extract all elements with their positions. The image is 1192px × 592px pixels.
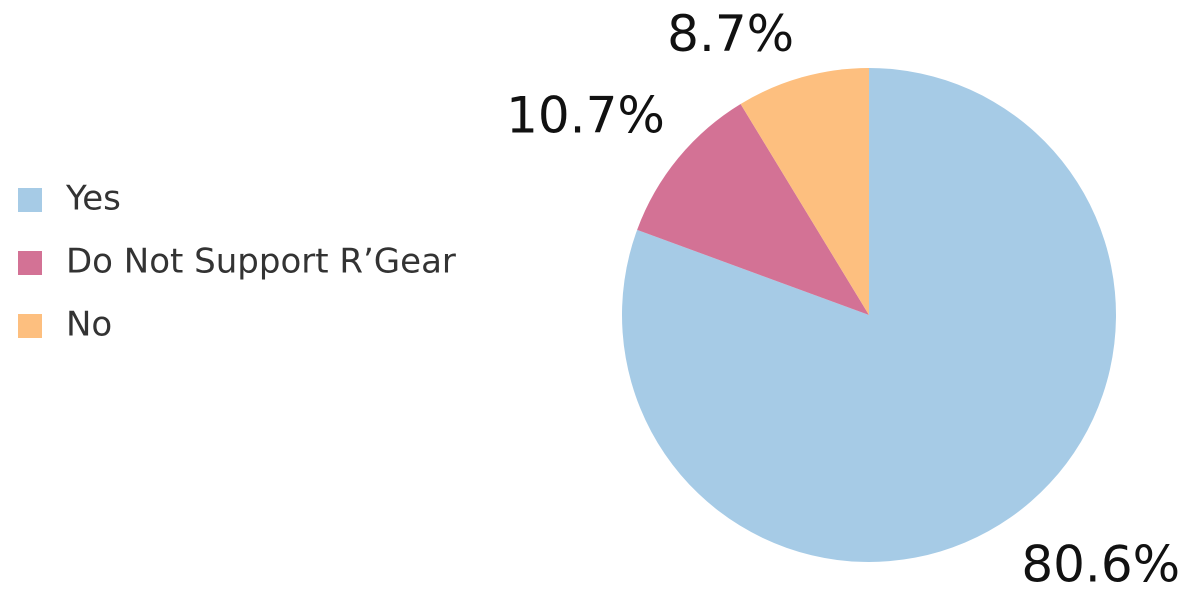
- legend-swatch: [18, 314, 42, 338]
- slice-label: 8.7%: [667, 5, 794, 63]
- legend-label: No: [66, 305, 112, 345]
- slice-label: 80.6%: [1021, 536, 1180, 592]
- slice-label: 10.7%: [506, 86, 665, 144]
- legend-swatch: [18, 251, 42, 275]
- legend-swatch: [18, 188, 42, 212]
- pie-slice: [637, 103, 869, 316]
- pie-slice: [740, 68, 869, 315]
- legend-label: Yes: [65, 179, 121, 219]
- legend-label: Do Not Support R’Gear: [66, 242, 456, 282]
